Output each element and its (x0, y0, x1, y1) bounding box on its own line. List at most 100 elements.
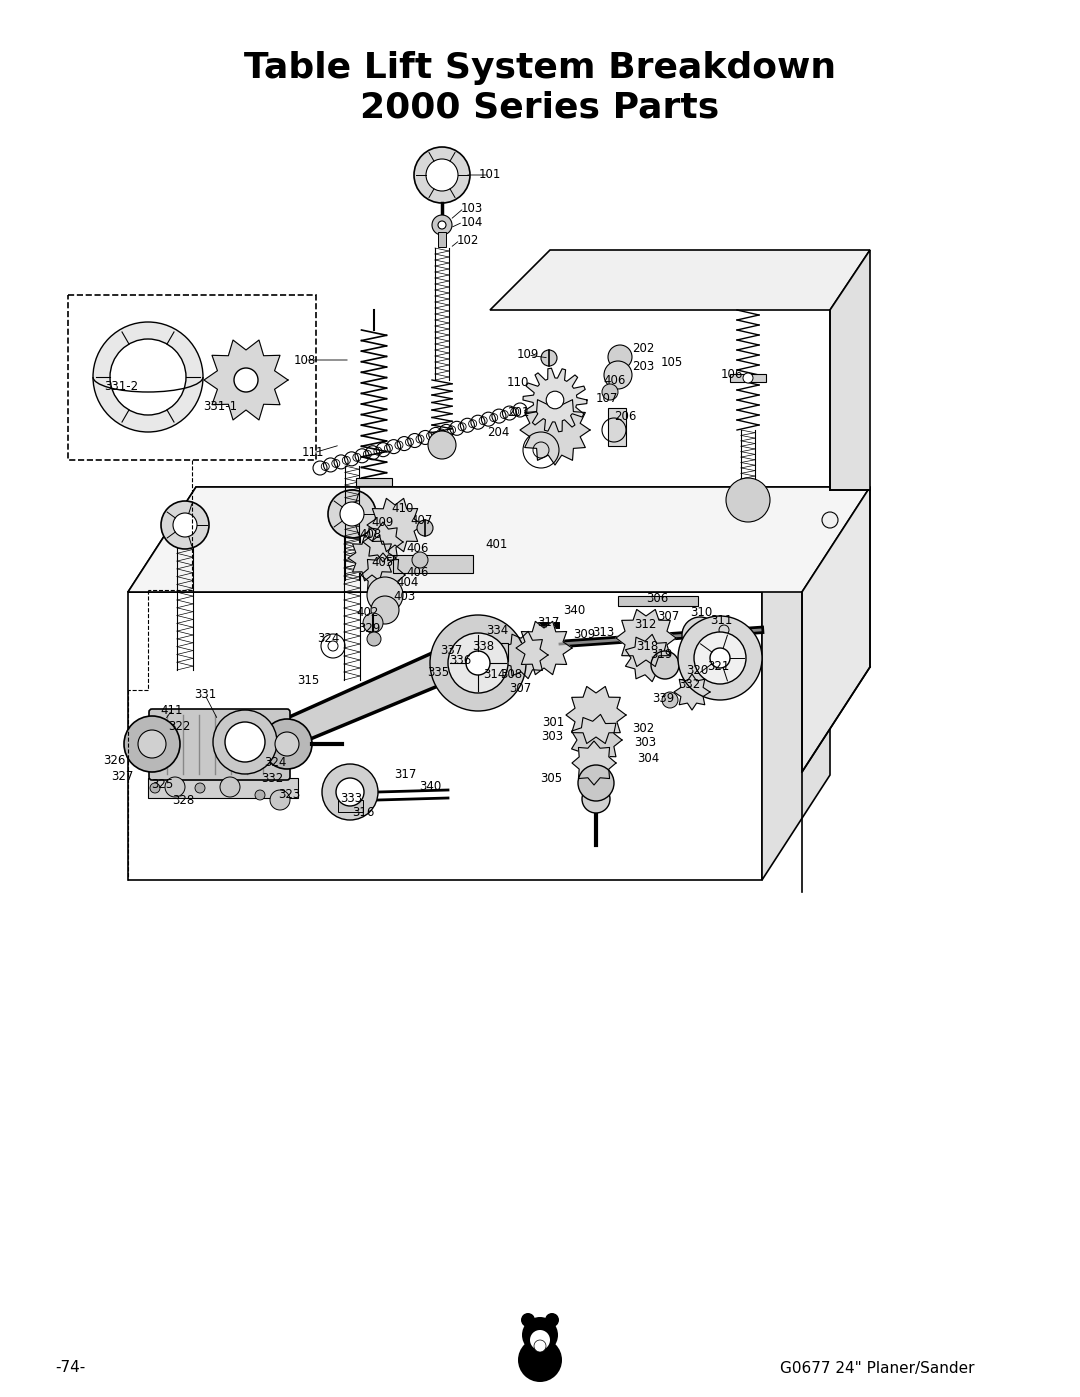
Polygon shape (571, 714, 622, 766)
Text: 338: 338 (472, 640, 494, 654)
Circle shape (234, 367, 258, 393)
Text: 327: 327 (111, 770, 133, 782)
Polygon shape (348, 535, 396, 581)
Circle shape (602, 384, 618, 400)
Circle shape (165, 777, 185, 798)
Text: 340: 340 (419, 781, 441, 793)
Text: 401: 401 (486, 538, 509, 552)
Circle shape (124, 717, 180, 773)
Circle shape (262, 719, 312, 768)
Text: 107: 107 (596, 391, 618, 405)
Circle shape (270, 789, 291, 810)
Circle shape (426, 159, 458, 191)
Circle shape (582, 785, 610, 813)
Bar (393, 555, 473, 573)
Text: 309: 309 (572, 629, 595, 641)
Polygon shape (523, 369, 588, 432)
Circle shape (220, 777, 240, 798)
Bar (338, 800, 363, 812)
Text: 311: 311 (710, 613, 732, 626)
Polygon shape (802, 488, 870, 773)
Circle shape (417, 520, 433, 536)
Circle shape (372, 597, 399, 624)
Text: 332: 332 (261, 771, 283, 785)
Text: 335: 335 (427, 665, 449, 679)
Bar (148, 778, 298, 798)
Circle shape (521, 1313, 535, 1327)
Circle shape (714, 620, 734, 640)
Text: -74-: -74- (55, 1361, 85, 1376)
Circle shape (336, 778, 364, 806)
Polygon shape (519, 395, 590, 465)
Text: 110: 110 (507, 376, 529, 388)
Polygon shape (516, 622, 572, 675)
Text: 108: 108 (294, 353, 316, 366)
Polygon shape (129, 592, 762, 880)
Polygon shape (129, 488, 831, 592)
Circle shape (681, 617, 718, 652)
Circle shape (465, 651, 490, 675)
Polygon shape (831, 250, 870, 490)
Circle shape (710, 648, 730, 668)
Text: 324: 324 (316, 631, 339, 644)
Text: 337: 337 (440, 644, 462, 657)
Circle shape (448, 633, 508, 693)
Text: 410: 410 (392, 502, 415, 514)
Text: 316: 316 (352, 806, 374, 819)
Text: 2000 Series Parts: 2000 Series Parts (361, 91, 719, 124)
Circle shape (150, 782, 160, 793)
Text: 303: 303 (634, 736, 656, 750)
Polygon shape (361, 553, 405, 597)
Bar (618, 597, 698, 606)
Circle shape (363, 613, 383, 633)
Text: 407: 407 (410, 514, 433, 527)
Text: 305: 305 (540, 771, 562, 785)
Circle shape (662, 692, 678, 708)
Text: 332: 332 (678, 678, 700, 690)
Circle shape (138, 731, 166, 759)
Text: 304: 304 (637, 752, 659, 764)
Text: 104: 104 (461, 215, 483, 229)
Text: 317: 317 (394, 768, 416, 781)
Text: 340: 340 (563, 604, 585, 616)
Polygon shape (762, 488, 831, 880)
Text: 406: 406 (604, 374, 626, 387)
Text: 111: 111 (301, 447, 324, 460)
Polygon shape (625, 634, 672, 682)
Circle shape (275, 732, 299, 756)
Circle shape (328, 490, 376, 538)
Text: 306: 306 (646, 591, 669, 605)
Circle shape (546, 391, 564, 409)
Text: Table Lift System Breakdown: Table Lift System Breakdown (244, 52, 836, 85)
Text: 328: 328 (172, 793, 194, 806)
Circle shape (161, 502, 210, 549)
Text: 201: 201 (507, 405, 529, 419)
Text: 301: 301 (542, 715, 564, 728)
Text: 409: 409 (372, 515, 394, 528)
Text: 307: 307 (509, 682, 531, 694)
Bar (730, 374, 766, 381)
Circle shape (522, 1317, 558, 1354)
Circle shape (322, 764, 378, 820)
Text: 405: 405 (370, 556, 393, 569)
Circle shape (518, 1338, 562, 1382)
Circle shape (213, 710, 276, 774)
Bar (608, 408, 626, 446)
Polygon shape (204, 339, 288, 420)
Circle shape (367, 631, 381, 645)
Circle shape (414, 147, 470, 203)
Text: 404: 404 (396, 576, 419, 588)
Circle shape (608, 345, 632, 369)
Polygon shape (267, 645, 450, 757)
Text: 324: 324 (264, 756, 286, 768)
Circle shape (545, 1313, 559, 1327)
Circle shape (678, 616, 762, 700)
Polygon shape (674, 673, 710, 710)
Circle shape (438, 221, 446, 229)
Text: 403: 403 (394, 591, 416, 604)
Text: 317: 317 (537, 616, 559, 629)
Circle shape (743, 373, 753, 383)
Circle shape (470, 647, 486, 664)
Circle shape (225, 722, 265, 761)
Text: 313: 313 (592, 626, 615, 640)
